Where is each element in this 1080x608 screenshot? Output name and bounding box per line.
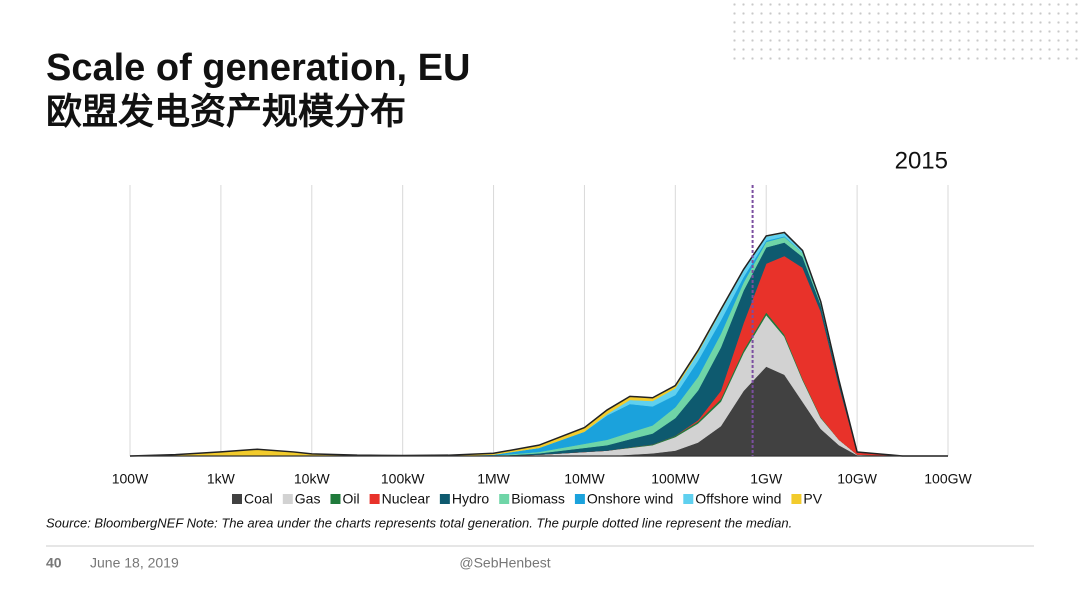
x-tick-label: 10kW <box>294 471 331 487</box>
legend-swatch <box>574 494 585 504</box>
source-note: Source: BloombergNEF Note: The area unde… <box>46 515 792 530</box>
x-tick-label: 1kW <box>207 471 236 487</box>
legend-label: PV <box>803 491 822 507</box>
title: Scale of generation, EU <box>46 47 470 89</box>
legend-label: Onshore wind <box>587 491 673 507</box>
x-tick-label: 100W <box>112 471 149 487</box>
x-tick-label: 10MW <box>564 471 605 487</box>
legend-label: Nuclear <box>382 491 431 507</box>
legend-swatch <box>791 494 802 504</box>
date: June 18, 2019 <box>90 555 179 571</box>
legend-swatch <box>499 494 510 504</box>
legend-swatch <box>232 494 242 504</box>
legend-label: Hydro <box>452 491 490 507</box>
x-tick-label: 1MW <box>477 471 510 487</box>
x-tick-label: 1GW <box>750 471 783 487</box>
author: @SebHenbest <box>459 555 550 571</box>
decoration <box>730 0 1080 62</box>
legend-swatch <box>683 494 694 504</box>
legend-swatch <box>369 494 380 504</box>
subtitle: 欧盟发电资产规模分布 <box>46 91 406 132</box>
legend-swatch <box>439 494 450 504</box>
legend-label: Gas <box>295 491 321 507</box>
year-label: 2015 <box>895 147 948 174</box>
legend-swatch <box>330 494 341 504</box>
x-tick-label: 10GW <box>837 471 877 487</box>
legend-label: Biomass <box>511 491 565 507</box>
legend-swatch <box>282 494 293 504</box>
legend-label: Oil <box>342 491 359 507</box>
x-tick-label: 100GW <box>924 471 972 487</box>
x-tick-label: 100kW <box>381 471 425 487</box>
total-outline <box>129 231 948 457</box>
legend-label: Offshore wind <box>695 491 781 507</box>
x-tick-label: 100MW <box>651 471 700 487</box>
page-number: 40 <box>46 555 62 571</box>
legend-label: Coal <box>244 491 273 507</box>
